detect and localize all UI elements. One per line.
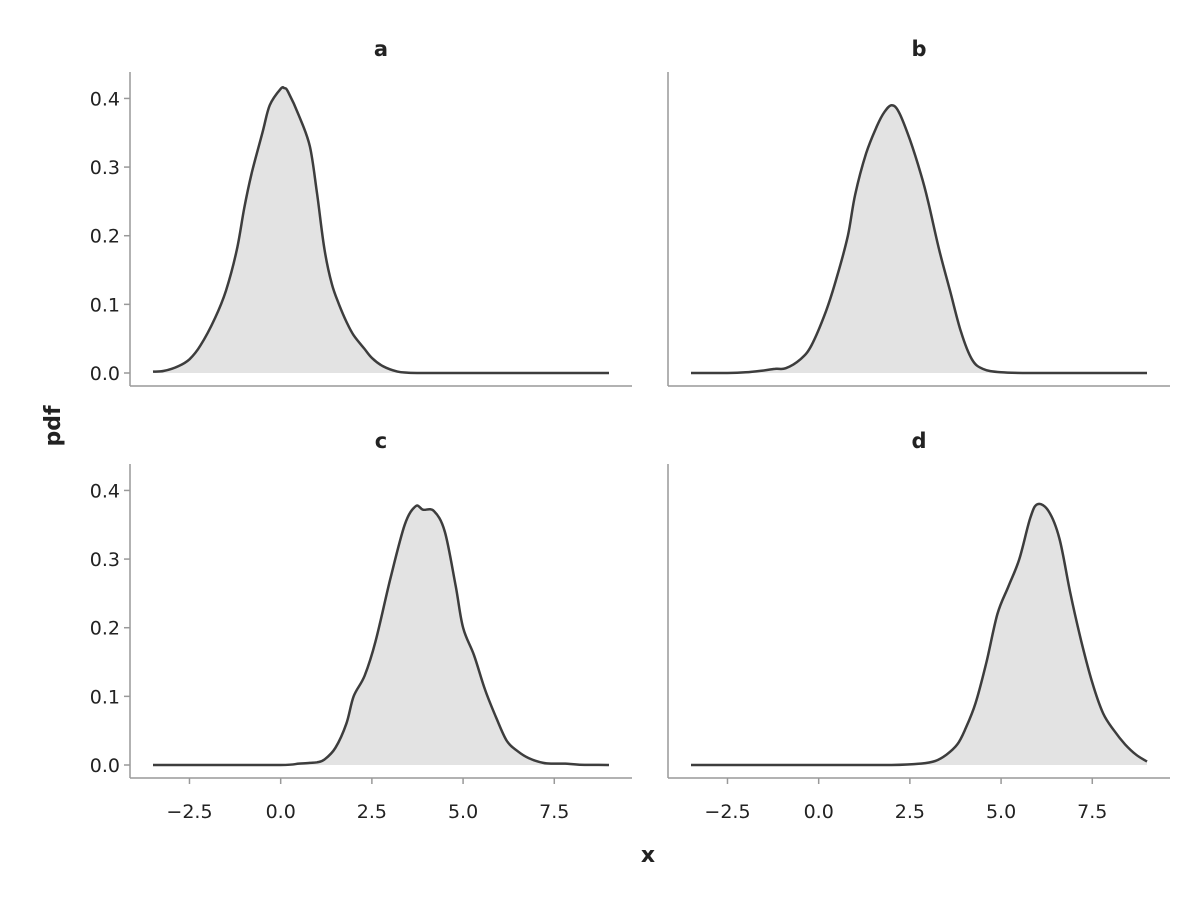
y-tick-label: 0.4: [90, 480, 120, 502]
x-tick-label: 5.0: [986, 801, 1016, 823]
panel-title: c: [375, 429, 387, 453]
x-tick-label: 2.5: [357, 801, 387, 823]
density-area: [691, 105, 1147, 374]
density-line: [690, 502, 1148, 767]
x-tick-label: 2.5: [895, 801, 925, 823]
x-tick-label: 0.0: [804, 801, 834, 823]
density-area: [153, 87, 609, 373]
x-tick-label: 5.0: [448, 801, 478, 823]
y-tick-label: 0.0: [90, 363, 120, 385]
panel-title: d: [911, 429, 926, 453]
y-tick-label: 0.1: [90, 294, 120, 316]
density-line: [691, 104, 1147, 375]
y-axis-title: pdf: [41, 405, 66, 446]
y-tick-label: 0.4: [90, 88, 120, 110]
y-tick-label: 0.2: [90, 226, 120, 248]
panel-c: c 0.0 0.1 0.2 0.3 0.4 −2.5 0.0 2.5 5.0 7.5: [90, 429, 632, 823]
x-tick-label: 7.5: [539, 801, 569, 823]
x-tick-label: 0.0: [266, 801, 296, 823]
panel-title: b: [911, 37, 926, 61]
y-tick-label: 0.0: [90, 755, 120, 777]
panel-title: a: [374, 37, 388, 61]
panels-layer: a 0.0 0.1 0.2 0.3 0.4 b c 0.0 0.1 0.2 0.3 0.4 −2.5 0.0…: [90, 37, 1170, 823]
y-tick-label: 0.1: [90, 686, 120, 708]
y-tick-label: 0.3: [90, 157, 120, 179]
panel-b: b: [667, 37, 1170, 387]
y-tick-label: 0.2: [90, 618, 120, 640]
density-area: [153, 505, 609, 765]
x-tick-label: 7.5: [1077, 801, 1107, 823]
x-axis-title: x: [641, 843, 655, 868]
density-line: [152, 504, 610, 767]
density-area: [691, 503, 1147, 765]
panel-d: d −2.5 0.0 2.5 5.0 7.5: [667, 429, 1170, 823]
x-tick-label: −2.5: [704, 801, 750, 823]
density-line: [152, 85, 609, 375]
y-tick-label: 0.3: [90, 549, 120, 571]
panel-a: a 0.0 0.1 0.2 0.3 0.4: [90, 37, 632, 387]
x-tick-label: −2.5: [166, 801, 212, 823]
